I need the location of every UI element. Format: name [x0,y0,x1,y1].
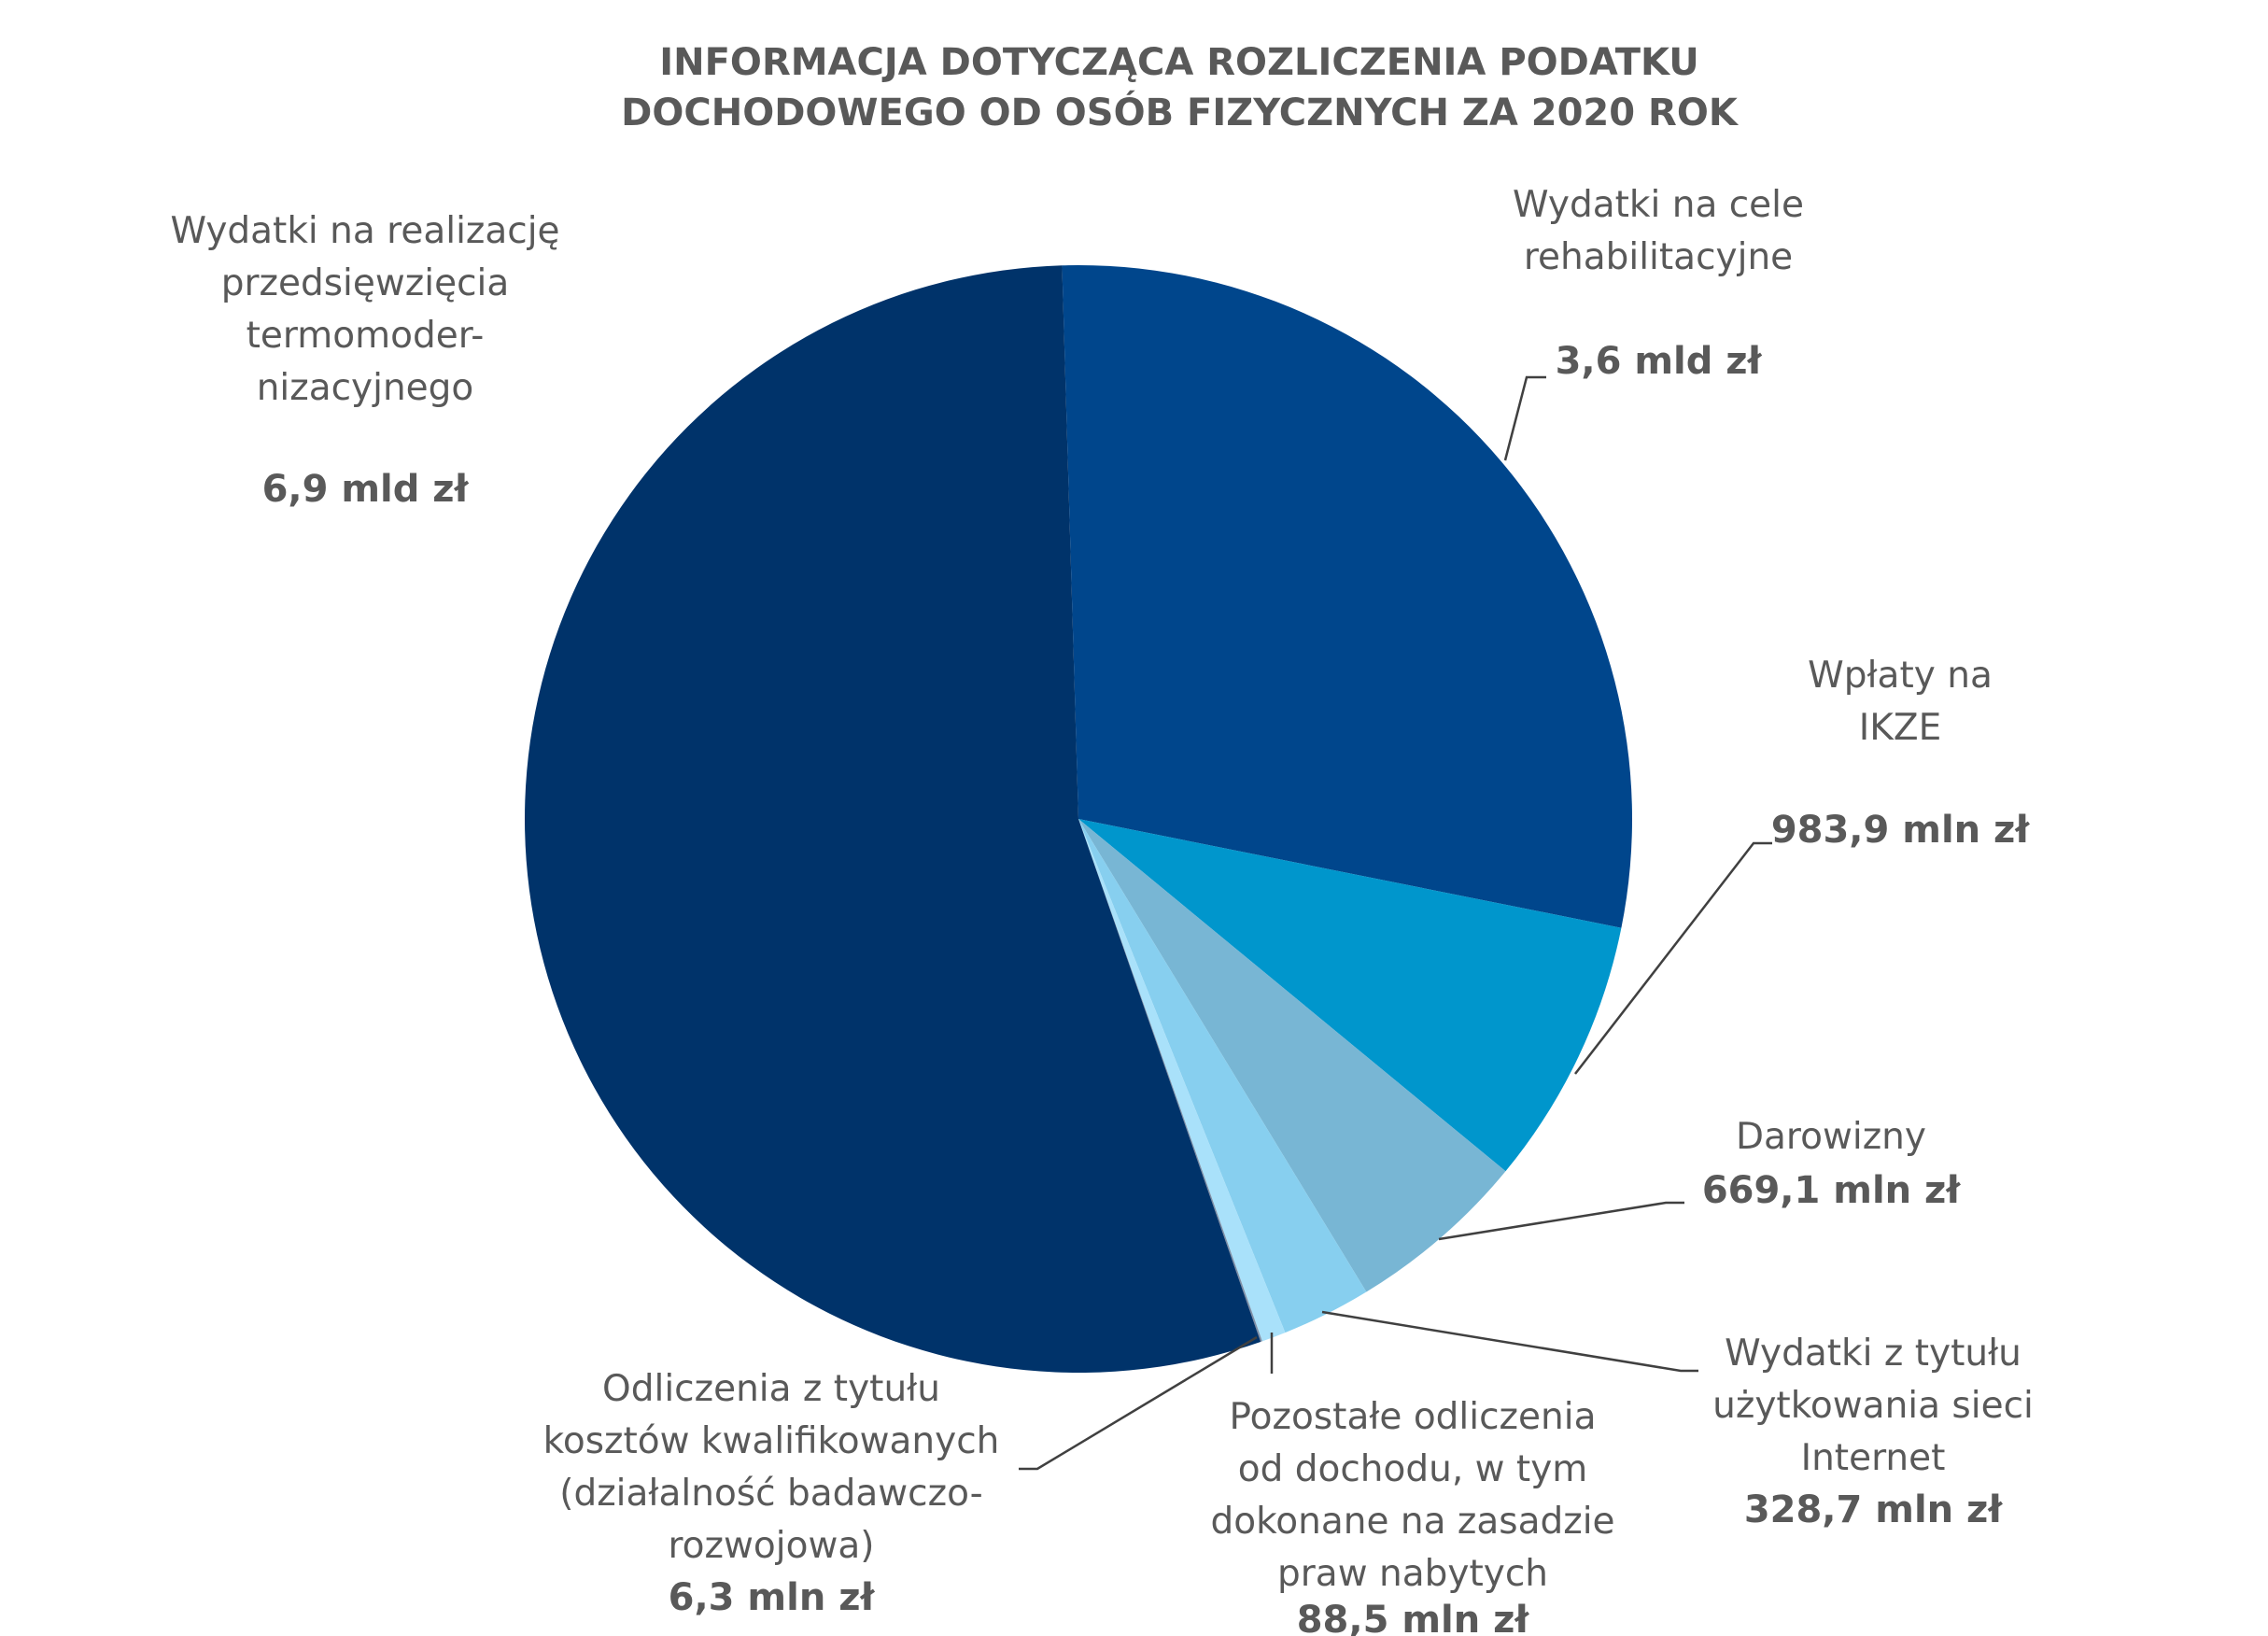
data-label: 6,9 mld zł [262,468,470,511]
label-line: (działalność badawczo- [559,1473,983,1515]
pie-slices [524,265,1632,1374]
label-line: użytkowania sieci [1712,1385,2034,1427]
chart-title: INFORMACJA DOTYCZĄCA ROZLICZENIA PODATKU… [621,41,1740,134]
leader-internet [1321,1310,1698,1373]
data-label: 669,1 mln zł [1702,1169,1962,1212]
label-line: rehabilitacyjne [1524,236,1793,278]
label-ikze: Wpłaty na IKZE 983,9 mln zł [1771,655,2031,852]
pie-slice-0 [1062,265,1632,928]
label-line: Darowizny [1736,1116,1926,1158]
label-internet: Wydatki z tytułu użytkowania sieci Inter… [1712,1333,2034,1531]
label-line: termomoder- [247,315,485,357]
data-label: 3,6 mld zł [1556,340,1763,383]
label-line: dokonane na zasadzie [1210,1501,1614,1543]
label-line: praw nabytych [1277,1553,1548,1595]
label-br: Odliczenia z tytułu kosztów kwalifikowan… [543,1368,1000,1619]
title-line-1: INFORMACJA DOTYCZĄCA ROZLICZENIA PODATKU [659,41,1699,84]
label-line: Wpłaty na [1808,655,1993,697]
pie-slice-6 [524,265,1261,1374]
data-label: 983,9 mln zł [1771,809,2031,852]
label-line: kosztów kwalifikowanych [543,1420,1000,1462]
leader-rehab [1503,375,1546,461]
pie-slice-4 [1078,819,1286,1342]
label-termo: Wydatki na realizację przedsięwzięcia te… [170,210,559,511]
label-line: Pozostałe odliczenia [1230,1396,1597,1438]
label-line: nizacyjnego [257,367,474,409]
leader-ikze [1574,841,1772,1075]
label-rehab: Wydatki na cele rehabilitacyjne 3,6 mld … [1513,184,1804,383]
data-label: 6,3 mln zł [669,1576,876,1619]
label-line: rozwojowa) [669,1525,875,1567]
leader-br [1019,1335,1258,1471]
leader-darowizny [1438,1201,1684,1241]
pie-slice-1 [1078,819,1622,1172]
label-line: Internet [1801,1437,1946,1479]
pie-slice-3 [1078,819,1367,1333]
label-darowizny: Darowizny 669,1 mln zł [1702,1116,1962,1212]
pie-slice-2 [1078,819,1506,1292]
data-label: 88,5 mln zł [1297,1599,1530,1636]
title-line-2: DOCHODOWEGO OD OSÓB FIZYCZNYCH ZA 2020 R… [621,90,1740,134]
pie-slice-5 [1078,819,1262,1342]
label-line: od dochodu, w tym [1238,1448,1588,1490]
data-label: 328,7 mln zł [1744,1488,2004,1531]
label-line: IKZE [1859,707,1941,749]
label-line: Wydatki na realizację [170,210,559,252]
label-line: Odliczenia z tytułu [602,1368,940,1410]
label-pozostale: Pozostałe odliczenia od dochodu, w tym d… [1210,1396,1614,1636]
label-line: Wydatki na cele [1513,184,1804,226]
label-line: przedsięwzięcia [221,262,510,304]
leader-lines [1019,375,1772,1471]
label-line: Wydatki z tytułu [1725,1333,2021,1375]
